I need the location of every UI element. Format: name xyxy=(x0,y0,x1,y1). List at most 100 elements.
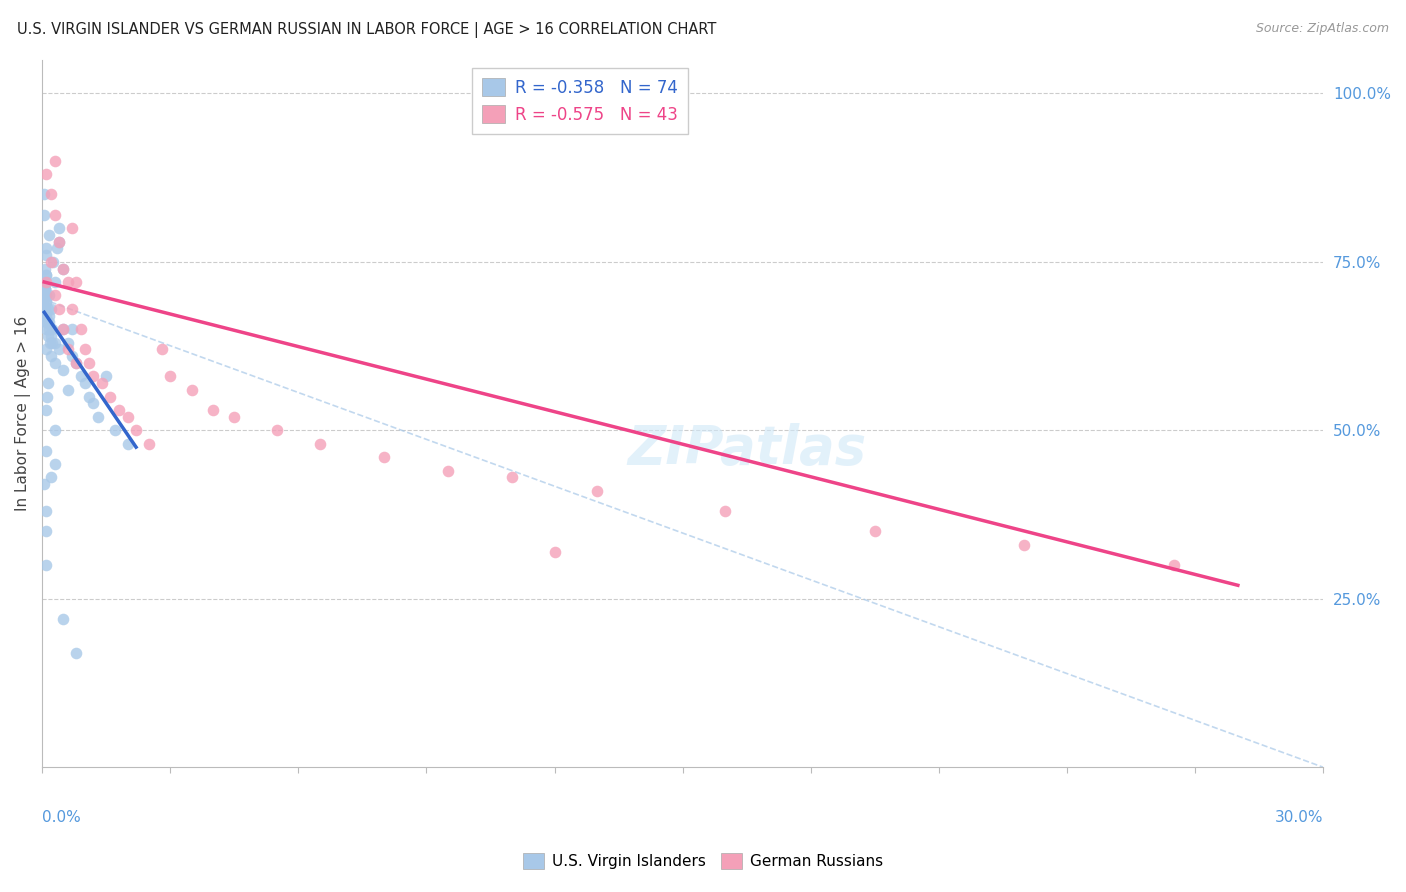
Point xyxy=(37,329,59,343)
Point xyxy=(1163,558,1185,572)
Point xyxy=(32,295,55,310)
Point xyxy=(48,235,70,249)
Point xyxy=(60,349,83,363)
Point xyxy=(41,335,63,350)
Point xyxy=(32,301,55,316)
Point xyxy=(73,343,96,357)
Legend: U.S. Virgin Islanders, German Russians: U.S. Virgin Islanders, German Russians xyxy=(517,847,889,875)
Point xyxy=(56,275,79,289)
Point xyxy=(32,275,55,289)
Point xyxy=(44,275,66,289)
Point xyxy=(34,241,56,255)
Point xyxy=(60,221,83,235)
Point xyxy=(35,275,58,289)
Point xyxy=(44,356,66,370)
Point xyxy=(65,356,87,370)
Point xyxy=(159,369,181,384)
Point xyxy=(56,383,79,397)
Point xyxy=(60,322,83,336)
Point xyxy=(34,295,56,310)
Point xyxy=(586,483,609,498)
Point xyxy=(373,450,395,465)
Point xyxy=(714,504,737,518)
Point xyxy=(41,322,63,336)
Point xyxy=(82,369,104,384)
Point xyxy=(37,376,59,390)
Point xyxy=(44,208,66,222)
Point xyxy=(52,612,75,626)
Point xyxy=(38,315,60,329)
Point xyxy=(34,282,56,296)
Point xyxy=(96,369,118,384)
Point xyxy=(37,390,59,404)
Point xyxy=(35,315,58,329)
Point xyxy=(44,288,66,302)
Point xyxy=(35,309,58,323)
Point xyxy=(108,403,131,417)
Point xyxy=(34,282,56,296)
Point xyxy=(44,335,66,350)
Text: U.S. VIRGIN ISLANDER VS GERMAN RUSSIAN IN LABOR FORCE | AGE > 16 CORRELATION CHA: U.S. VIRGIN ISLANDER VS GERMAN RUSSIAN I… xyxy=(17,22,716,38)
Point xyxy=(44,423,66,437)
Point xyxy=(32,477,55,491)
Point xyxy=(39,349,62,363)
Point xyxy=(1014,538,1036,552)
Point xyxy=(35,167,58,181)
Point xyxy=(37,315,59,329)
Point xyxy=(34,261,56,276)
Point xyxy=(501,470,523,484)
Point xyxy=(117,409,139,424)
Point xyxy=(52,322,75,336)
Y-axis label: In Labor Force | Age > 16: In Labor Force | Age > 16 xyxy=(15,316,31,511)
Point xyxy=(44,153,66,168)
Text: Source: ZipAtlas.com: Source: ZipAtlas.com xyxy=(1256,22,1389,36)
Text: ZIPatlas: ZIPatlas xyxy=(627,423,866,475)
Legend: R = -0.358   N = 74, R = -0.575   N = 43: R = -0.358 N = 74, R = -0.575 N = 43 xyxy=(472,68,689,134)
Point xyxy=(100,390,122,404)
Point xyxy=(125,423,148,437)
Point xyxy=(34,524,56,539)
Point xyxy=(77,390,100,404)
Point xyxy=(32,208,55,222)
Point xyxy=(32,288,55,302)
Point xyxy=(69,369,91,384)
Point xyxy=(39,187,62,202)
Point xyxy=(39,470,62,484)
Point xyxy=(35,248,58,262)
Point xyxy=(104,423,127,437)
Point xyxy=(86,409,108,424)
Point xyxy=(82,396,104,410)
Point xyxy=(35,322,58,336)
Point xyxy=(201,403,224,417)
Point xyxy=(65,646,87,660)
Point xyxy=(180,383,202,397)
Point xyxy=(863,524,886,539)
Point xyxy=(117,436,139,450)
Point xyxy=(48,301,70,316)
Point xyxy=(60,301,83,316)
Point xyxy=(308,436,330,450)
Point xyxy=(46,241,69,255)
Point xyxy=(48,235,70,249)
Point xyxy=(52,261,75,276)
Point xyxy=(35,504,58,518)
Point xyxy=(42,254,65,268)
Point xyxy=(39,329,62,343)
Point xyxy=(73,376,96,390)
Point xyxy=(150,343,173,357)
Point xyxy=(138,436,160,450)
Point xyxy=(35,268,58,283)
Point xyxy=(65,356,87,370)
Point xyxy=(543,544,565,558)
Text: 0.0%: 0.0% xyxy=(42,810,82,825)
Point xyxy=(266,423,288,437)
Point xyxy=(34,268,56,283)
Point xyxy=(35,343,58,357)
Point xyxy=(52,261,75,276)
Point xyxy=(48,343,70,357)
Point xyxy=(52,322,75,336)
Point xyxy=(34,301,56,316)
Point xyxy=(34,282,56,296)
Point xyxy=(38,335,60,350)
Point xyxy=(32,187,55,202)
